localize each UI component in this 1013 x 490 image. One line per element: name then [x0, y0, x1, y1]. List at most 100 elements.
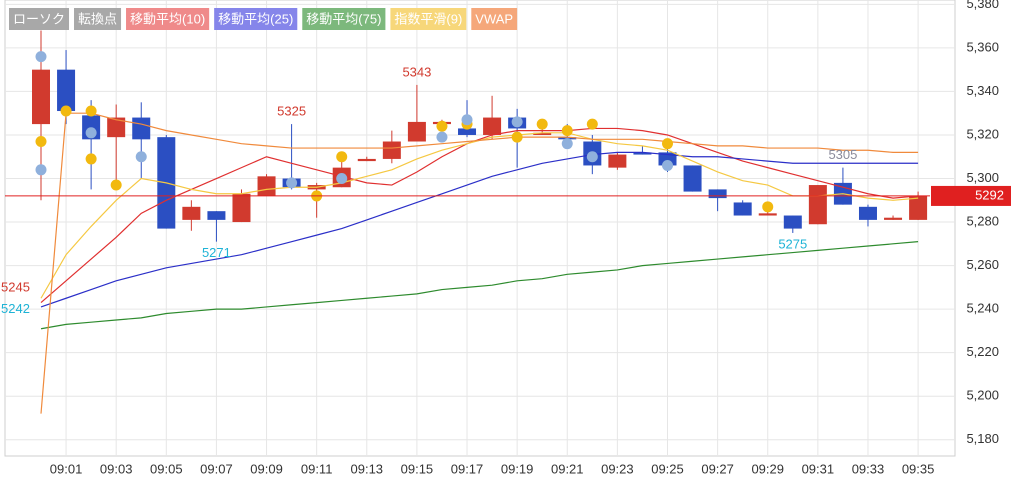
legend-button[interactable]: [302, 8, 386, 30]
turning-point: [336, 151, 348, 163]
candle-body: [683, 165, 702, 192]
x-tick-label: 09:35: [902, 461, 935, 476]
indicator-line: [40, 241, 919, 330]
turning-point: [536, 118, 548, 130]
legend-button[interactable]: [214, 8, 298, 30]
turning-point: [561, 138, 573, 150]
candle-body: [207, 211, 226, 220]
indicator-line: [40, 112, 919, 414]
candle-body: [858, 206, 877, 220]
legend-label[interactable]: 移動平均(10): [130, 11, 205, 26]
price-annotation: 5242: [1, 301, 30, 316]
x-tick-label: 09:05: [150, 461, 183, 476]
x-tick-label: 09:31: [802, 461, 835, 476]
x-tick-label: 09:33: [852, 461, 885, 476]
y-tick-label: 5,300: [966, 170, 999, 185]
turning-point: [35, 164, 47, 176]
y-tick-label: 5,240: [966, 301, 999, 316]
y-tick-label: 5,380: [966, 0, 999, 11]
legend-item[interactable]: 移動平均(25): [214, 8, 298, 30]
legend-button[interactable]: [126, 8, 210, 30]
x-tick-label: 09:19: [501, 461, 534, 476]
candle-body: [57, 69, 76, 112]
candle-body: [733, 202, 752, 216]
price-annotation: 5343: [402, 64, 431, 79]
candle-body: [357, 158, 376, 162]
turning-point: [561, 125, 573, 137]
current-price-label: 5292: [975, 187, 1004, 202]
turning-point: [110, 179, 122, 191]
x-tick-label: 09:29: [751, 461, 784, 476]
x-tick-label: 09:25: [651, 461, 684, 476]
y-tick-label: 5,280: [966, 213, 999, 228]
turning-point: [586, 151, 598, 163]
legend-button[interactable]: [471, 8, 518, 30]
x-tick-label: 09:17: [451, 461, 484, 476]
candle-body: [458, 128, 477, 135]
x-tick-label: 09:13: [351, 461, 384, 476]
candle-body: [32, 69, 50, 125]
x-tick-label: 09:21: [551, 461, 584, 476]
candle-body: [808, 185, 827, 225]
marks: 529253685325534352715275530552455242: [1, 10, 1011, 414]
candle-body: [783, 215, 802, 229]
turning-point: [436, 120, 448, 132]
legend-button[interactable]: [390, 8, 467, 30]
x-tick-label: 09:03: [100, 461, 133, 476]
y-tick-label: 5,220: [966, 344, 999, 359]
x-tick-label: 09:07: [200, 461, 233, 476]
turning-point: [286, 177, 298, 189]
turning-point: [662, 159, 673, 171]
turning-point: [436, 131, 448, 143]
y-tick-label: 5,200: [966, 388, 999, 403]
legend-item[interactable]: 移動平均(75): [302, 8, 386, 30]
legend-button[interactable]: [9, 8, 70, 30]
legend-label[interactable]: 転換点: [78, 11, 117, 26]
price-annotation: 5275: [778, 236, 807, 251]
candle-body: [909, 195, 928, 220]
candle-body: [608, 154, 627, 168]
x-tick-label: 09:15: [401, 461, 434, 476]
y-tick-label: 5,260: [966, 257, 999, 272]
legend-button[interactable]: [74, 8, 122, 30]
candle-body: [533, 132, 552, 135]
candle-body: [884, 217, 903, 220]
legend-item[interactable]: VWAP: [471, 8, 518, 30]
legend-label[interactable]: 指数平滑(9): [394, 11, 462, 26]
y-tick-label: 5,180: [966, 431, 999, 446]
y-tick-label: 5,320: [966, 126, 999, 141]
candle-body: [407, 121, 426, 142]
turning-point: [586, 118, 598, 130]
y-tick-label: 5,360: [966, 39, 999, 54]
candle-body: [382, 141, 401, 159]
candle-body: [483, 117, 502, 135]
candle-body: [758, 213, 777, 216]
turning-point: [135, 151, 147, 163]
legend-label[interactable]: VWAP: [475, 11, 513, 26]
legend-item[interactable]: 転換点: [74, 8, 122, 30]
price-annotation: 5305: [828, 147, 857, 162]
legend-label[interactable]: ローソク: [13, 11, 65, 26]
price-annotation: 5271: [202, 245, 231, 260]
current-price-box: [931, 185, 1011, 206]
price-annotation: 5325: [277, 104, 306, 119]
plot-frame: [4, 0, 956, 457]
turning-point: [511, 116, 523, 128]
y-tick-label: 5,340: [966, 83, 999, 98]
legend-label[interactable]: 移動平均(75): [306, 11, 381, 26]
turning-point: [85, 127, 97, 139]
turning-point: [511, 131, 523, 143]
legend-item[interactable]: 指数平滑(9): [390, 8, 467, 30]
turning-point: [762, 201, 774, 213]
legend-label[interactable]: 移動平均(25): [218, 11, 293, 26]
turning-point: [662, 138, 673, 150]
candle-body: [257, 176, 276, 196]
indicator-line: [40, 151, 919, 308]
legend-item[interactable]: ローソク: [9, 8, 70, 30]
legend-item[interactable]: 移動平均(10): [126, 8, 210, 30]
candle-body: [658, 152, 677, 166]
x-tick-label: 09:01: [50, 461, 83, 476]
turning-point: [336, 173, 348, 185]
